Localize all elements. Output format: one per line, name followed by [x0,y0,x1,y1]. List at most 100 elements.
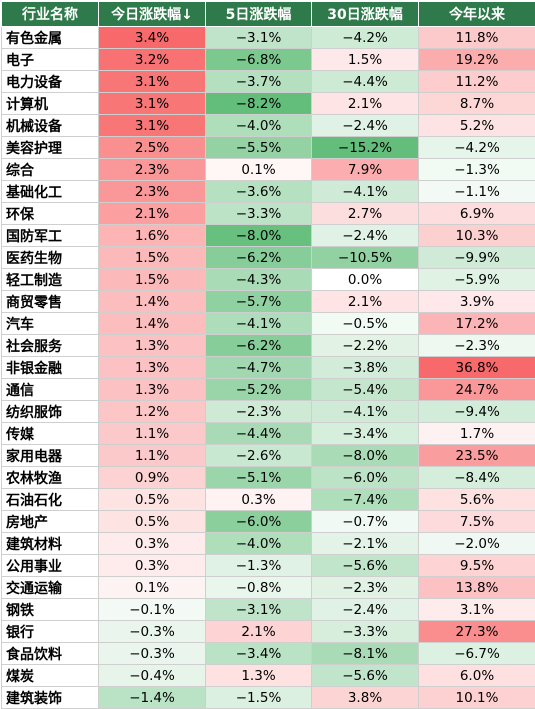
30day-change-cell: −7.4% [312,489,419,511]
industry-name-cell: 农林牧渔 [2,467,99,489]
industry-name-cell: 电力设备 [2,71,99,93]
30day-change-cell: 2.1% [312,291,419,313]
30day-change-cell: −4.2% [312,27,419,49]
today-change-cell: 1.1% [99,445,206,467]
today-change-cell: 1.3% [99,357,206,379]
industry-name-cell: 钢铁 [2,599,99,621]
industry-name-cell: 传媒 [2,423,99,445]
today-change-cell: 3.1% [99,71,206,93]
header-ytd-change[interactable]: 今年以来 [419,2,535,27]
today-change-cell: 1.4% [99,313,206,335]
ytd-change-cell: 6.9% [419,203,535,225]
ytd-change-cell: 3.1% [419,599,535,621]
5day-change-cell: −4.3% [206,269,312,291]
industry-name-cell: 通信 [2,379,99,401]
header-5day-change[interactable]: 5日涨跌幅 [206,2,312,27]
today-change-cell: 1.3% [99,335,206,357]
today-change-cell: 2.3% [99,159,206,181]
header-industry-name[interactable]: 行业名称 [2,2,99,27]
today-change-cell: 2.3% [99,181,206,203]
5day-change-cell: 0.1% [206,159,312,181]
30day-change-cell: −4.1% [312,401,419,423]
header-today-change-sorted[interactable]: 今日涨跌幅↓ [99,2,206,27]
industry-name-cell: 计算机 [2,93,99,115]
30day-change-cell: 3.8% [312,687,419,709]
30day-change-cell: 1.5% [312,49,419,71]
today-change-cell: 0.5% [99,489,206,511]
ytd-change-cell: 13.8% [419,577,535,599]
30day-change-cell: −2.3% [312,577,419,599]
5day-change-cell: −5.5% [206,137,312,159]
ytd-change-cell: 17.2% [419,313,535,335]
30day-change-cell: −8.1% [312,643,419,665]
ytd-change-cell: −9.9% [419,247,535,269]
5day-change-cell: −2.6% [206,445,312,467]
industry-name-cell: 美容护理 [2,137,99,159]
ytd-change-cell: 10.3% [419,225,535,247]
industry-name-cell: 国防军工 [2,225,99,247]
5day-change-cell: −1.5% [206,687,312,709]
ytd-change-cell: −4.2% [419,137,535,159]
5day-change-cell: −3.6% [206,181,312,203]
5day-change-cell: −6.0% [206,511,312,533]
today-change-cell: 0.9% [99,467,206,489]
today-change-cell: −0.3% [99,643,206,665]
today-change-cell: −0.3% [99,621,206,643]
ytd-change-cell: 27.3% [419,621,535,643]
today-change-cell: 0.3% [99,533,206,555]
30day-change-cell: −0.7% [312,511,419,533]
5day-change-cell: −1.3% [206,555,312,577]
header-30day-change[interactable]: 30日涨跌幅 [312,2,419,27]
5day-change-cell: −4.4% [206,423,312,445]
ytd-change-cell: −2.0% [419,533,535,555]
today-change-cell: 3.1% [99,115,206,137]
industry-name-cell: 食品饮料 [2,643,99,665]
ytd-change-cell: 8.7% [419,93,535,115]
today-change-cell: −0.1% [99,599,206,621]
industry-name-cell: 房地产 [2,511,99,533]
30day-change-cell: 0.0% [312,269,419,291]
today-change-cell: 3.4% [99,27,206,49]
5day-change-cell: −3.7% [206,71,312,93]
ytd-change-cell: −9.4% [419,401,535,423]
industry-name-cell: 建筑材料 [2,533,99,555]
today-change-cell: 0.5% [99,511,206,533]
30day-change-cell: 2.1% [312,93,419,115]
industry-name-cell: 煤炭 [2,665,99,687]
today-change-cell: 1.5% [99,247,206,269]
industry-name-cell: 公用事业 [2,555,99,577]
30day-change-cell: −8.0% [312,445,419,467]
ytd-change-cell: 5.6% [419,489,535,511]
today-change-cell: 1.4% [99,291,206,313]
ytd-change-cell: 24.7% [419,379,535,401]
header-row: 行业名称 今日涨跌幅↓ 5日涨跌幅 30日涨跌幅 今年以来 [2,2,535,27]
industry-name-cell: 交通运输 [2,577,99,599]
industry-name-cell: 社会服务 [2,335,99,357]
5day-change-cell: −6.8% [206,49,312,71]
5day-change-cell: −8.2% [206,93,312,115]
30day-change-cell: −5.6% [312,665,419,687]
5day-change-cell: 1.3% [206,665,312,687]
today-change-cell: −0.4% [99,665,206,687]
30day-change-cell: −2.1% [312,533,419,555]
ytd-change-cell: 19.2% [419,49,535,71]
today-change-cell: 0.3% [99,555,206,577]
industry-name-cell: 综合 [2,159,99,181]
30day-change-cell: −3.4% [312,423,419,445]
ytd-change-cell: 3.9% [419,291,535,313]
30day-change-cell: −10.5% [312,247,419,269]
5day-change-cell: −3.1% [206,27,312,49]
30day-change-cell: −2.4% [312,599,419,621]
